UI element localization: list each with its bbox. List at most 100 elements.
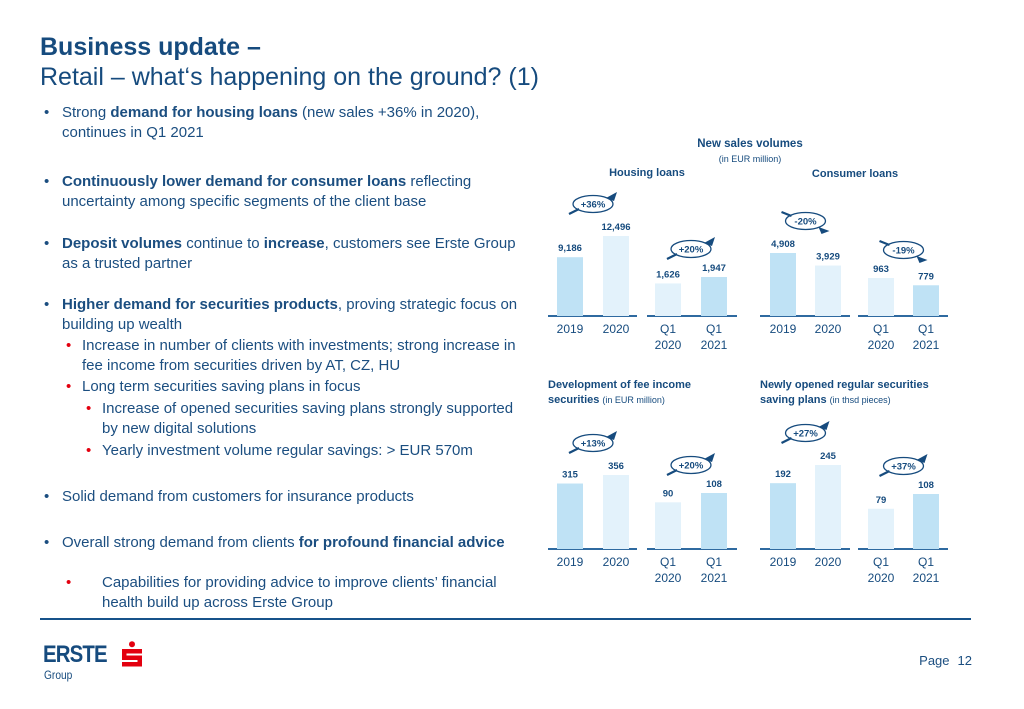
change-badge-label: -20% xyxy=(794,217,817,228)
change-badge-ellipse xyxy=(572,433,614,453)
bullet-marker: • xyxy=(44,534,50,551)
bar xyxy=(701,277,727,316)
bullet-item: • Strong demand for housing loans (new sa… xyxy=(40,103,520,143)
category-label: 2020 xyxy=(815,322,842,336)
bullet-item: • Long term securities saving plans in fo… xyxy=(40,377,520,397)
arrow-tail xyxy=(666,253,678,260)
bullet-text: Overall strong demand from clients for p… xyxy=(62,533,520,553)
change-badge-ellipse xyxy=(882,456,925,476)
data-label: 3,929 xyxy=(816,252,840,263)
arrow-head-icon xyxy=(606,431,617,440)
change-badge-ellipse xyxy=(784,423,827,443)
arrow-head-icon xyxy=(916,256,928,263)
bullet-marker: • xyxy=(44,173,50,190)
category-label: Q1 xyxy=(873,555,889,569)
logo-wordmark: ERSTE xyxy=(43,641,108,668)
category-label: 2019 xyxy=(557,555,584,569)
bullet-text: Continuously lower demand for consumer l… xyxy=(62,172,520,212)
plans-title-bold: saving plans xyxy=(760,394,827,406)
plans-title-line2: saving plans (in thsd pieces) xyxy=(760,394,891,406)
data-label: 779 xyxy=(918,271,934,282)
page-number-value: 12 xyxy=(957,653,972,668)
bar xyxy=(868,508,894,549)
data-label: 108 xyxy=(918,480,934,491)
data-label: 79 xyxy=(876,495,887,506)
arrow-tail xyxy=(666,469,678,476)
bar xyxy=(655,502,681,549)
category-label: Q1 xyxy=(873,322,889,336)
bullet-text-run: Increase in number of clients with inves… xyxy=(82,337,516,374)
bar xyxy=(655,283,681,316)
bullet-item: • Solid demand from customers for insuran… xyxy=(40,487,520,507)
category-label: 2019 xyxy=(770,322,797,336)
bar xyxy=(701,493,727,549)
bullet-text: Yearly investment volume regular savings… xyxy=(102,441,520,461)
bullet-marker: • xyxy=(66,337,72,354)
arrow-head-icon xyxy=(818,421,830,430)
category-label: 2019 xyxy=(770,555,797,569)
bullet-marker: • xyxy=(86,400,92,417)
bullet-text-run: Solid demand from customers for insuranc… xyxy=(62,488,414,505)
arrow-head-icon xyxy=(818,227,830,234)
bullet-text-run: Capabilities for providing advice to imp… xyxy=(102,574,497,611)
arrow-head-icon xyxy=(606,192,617,201)
bar xyxy=(770,483,796,549)
category-label: 2020 xyxy=(655,338,682,352)
change-badge-label: +36% xyxy=(581,200,606,211)
bullet-item: • Yearly investment volume regular saving… xyxy=(40,441,520,461)
change-badge-ellipse xyxy=(882,240,925,260)
bullet-text-bold: Deposit volumes xyxy=(62,235,183,252)
bullet-item: • Overall strong demand from clients for … xyxy=(40,533,520,553)
change-badge-ellipse xyxy=(670,239,712,259)
category-label: Q1 xyxy=(660,555,676,569)
arrow-tail xyxy=(781,437,792,444)
change-badge-label: +27% xyxy=(793,429,818,440)
page-subtitle: Retail – what‘s happening on the ground?… xyxy=(40,63,539,91)
category-label: Q1 xyxy=(706,322,722,336)
category-label: 2020 xyxy=(655,571,682,585)
category-label: 2020 xyxy=(603,322,630,336)
data-label: 245 xyxy=(820,451,837,462)
data-label: 90 xyxy=(663,488,674,499)
erste-logo: ERSTE Group xyxy=(43,641,142,682)
data-label: 108 xyxy=(706,479,722,490)
change-badge-ellipse xyxy=(670,455,712,475)
category-label: 2021 xyxy=(913,338,940,352)
bullet-text-bold: Higher demand for securities products xyxy=(62,296,338,313)
change-badge-label: +37% xyxy=(891,462,916,473)
bar xyxy=(913,285,939,316)
bullet-marker: • xyxy=(44,488,50,505)
bullet-marker: • xyxy=(44,104,50,121)
data-label: 1,947 xyxy=(702,263,726,274)
page-title: Business update – xyxy=(40,33,261,61)
change-badge-label: +13% xyxy=(581,439,606,450)
fee-title-bold: securities xyxy=(548,394,599,406)
fee-title-line1: Development of fee income xyxy=(548,379,691,391)
bullet-text-bold: increase xyxy=(263,235,325,252)
change-badge-ellipse xyxy=(572,194,614,214)
bullet-text: Increase of opened securities saving pla… xyxy=(102,399,520,439)
bullet-text-run: (new sales +36% in 2020), continues in Q… xyxy=(62,104,480,141)
chart-title-housing: Housing loans xyxy=(609,167,685,179)
page-number: Page 12 xyxy=(919,653,972,668)
bullet-text-bold: demand for housing loans xyxy=(110,104,298,121)
data-label: 192 xyxy=(775,469,791,480)
bullet-marker: • xyxy=(86,442,92,459)
bullet-item: • Increase in number of clients with inve… xyxy=(40,336,520,376)
bar xyxy=(815,265,841,316)
fee-title-line2: securities (in EUR million) xyxy=(548,394,665,406)
data-label: 9,186 xyxy=(558,243,582,254)
arrow-tail xyxy=(568,447,580,454)
change-badge-label: -19% xyxy=(892,246,915,257)
bullet-marker: • xyxy=(44,296,50,313)
arrow-head-icon xyxy=(704,453,715,462)
bar xyxy=(603,475,629,549)
bar xyxy=(557,257,583,316)
bullet-text-run: reflecting uncertainty among specific se… xyxy=(62,173,472,210)
bullet-item: • Capabilities for providing advice to im… xyxy=(40,573,520,613)
sparkasse-s-icon xyxy=(122,641,142,667)
bullet-text: Long term securities saving plans in foc… xyxy=(82,377,520,397)
data-label: 12,496 xyxy=(601,222,630,233)
bullet-text: Strong demand for housing loans (new sal… xyxy=(62,103,520,143)
